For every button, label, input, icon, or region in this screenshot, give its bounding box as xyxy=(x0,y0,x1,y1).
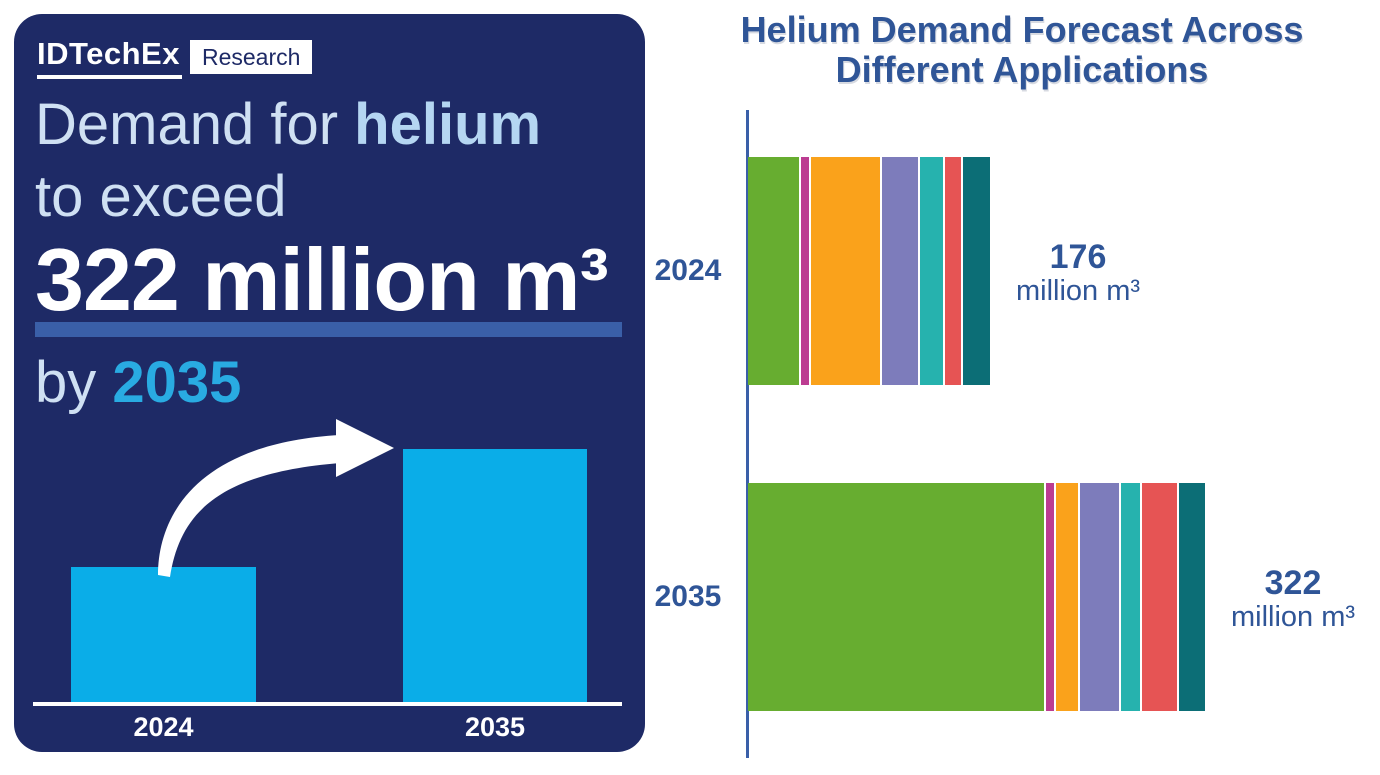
bar-segment-purple-2035 xyxy=(1079,483,1120,711)
total-value-2035: 322 xyxy=(1264,564,1322,602)
year-label-2035: 2035 xyxy=(654,580,722,613)
mini-chart-baseline xyxy=(33,702,622,706)
chart-title-line1: Helium Demand Forecast Across xyxy=(740,9,1304,50)
year-label-2024: 2024 xyxy=(654,254,722,287)
total-label-2024: 176 million m³ xyxy=(1002,239,1154,307)
bar-segment-magenta-2024 xyxy=(800,157,809,385)
bar-segment-red-2024 xyxy=(945,157,962,385)
total-label-2035: 322 million m³ xyxy=(1217,565,1369,633)
headline-big-value: 322 million m³ xyxy=(35,230,609,329)
bar-segment-orange-2035 xyxy=(1056,483,1078,711)
mini-bar-label-2035: 2035 xyxy=(464,712,526,742)
total-unit-2024: million m³ xyxy=(1015,275,1141,307)
bar-segment-dark-teal-2035 xyxy=(1179,483,1206,711)
headline-by-year: 2035 xyxy=(112,350,242,415)
headline-divider xyxy=(35,322,622,337)
bar-segment-orange-2024 xyxy=(810,157,881,385)
chart-y-axis-line xyxy=(746,110,749,758)
chart-title: Helium Demand Forecast Across Different … xyxy=(660,10,1380,90)
headline-line1: Demand for helium xyxy=(35,94,541,156)
headline-line2: to exceed xyxy=(35,164,287,229)
bar-segment-dark-teal-2024 xyxy=(963,157,990,385)
brand-logo: IDTechEx Research xyxy=(37,37,313,79)
bar-segment-magenta-2035 xyxy=(1045,483,1055,711)
stacked-bar-2024 xyxy=(748,157,990,385)
bar-segment-purple-2024 xyxy=(882,157,919,385)
growth-arrow-icon xyxy=(158,419,394,577)
mini-bar-2024 xyxy=(71,567,256,703)
brand-name: IDTechEx xyxy=(37,37,182,79)
bar-segment-teal-2035 xyxy=(1121,483,1140,711)
mini-bar-label-2024: 2024 xyxy=(133,712,194,742)
left-summary-card: IDTechEx Research Demand for helium to e… xyxy=(14,14,645,752)
bar-segment-red-2035 xyxy=(1141,483,1178,711)
total-value-2024: 176 xyxy=(1049,238,1107,276)
chart-row-2024: 2024 176 million m³ xyxy=(640,157,1380,385)
brand-tag: Research xyxy=(189,40,313,74)
chart-row-2035: 2035 322 million m³ xyxy=(640,483,1380,711)
chart-title-line2: Different Applications xyxy=(835,49,1209,90)
total-unit-2035: million m³ xyxy=(1230,601,1356,633)
stacked-bar-2035 xyxy=(748,483,1206,711)
headline-line1-regular: Demand for xyxy=(35,92,355,157)
headline-line1-bold: helium xyxy=(354,92,542,157)
bar-segment-green-2024 xyxy=(748,157,799,385)
mini-bar-2035 xyxy=(403,449,587,703)
bar-segment-teal-2024 xyxy=(920,157,944,385)
headline-by-prefix: by xyxy=(35,350,113,415)
headline-by-line: by 2035 xyxy=(35,352,241,414)
bar-segment-green-2035 xyxy=(748,483,1044,711)
